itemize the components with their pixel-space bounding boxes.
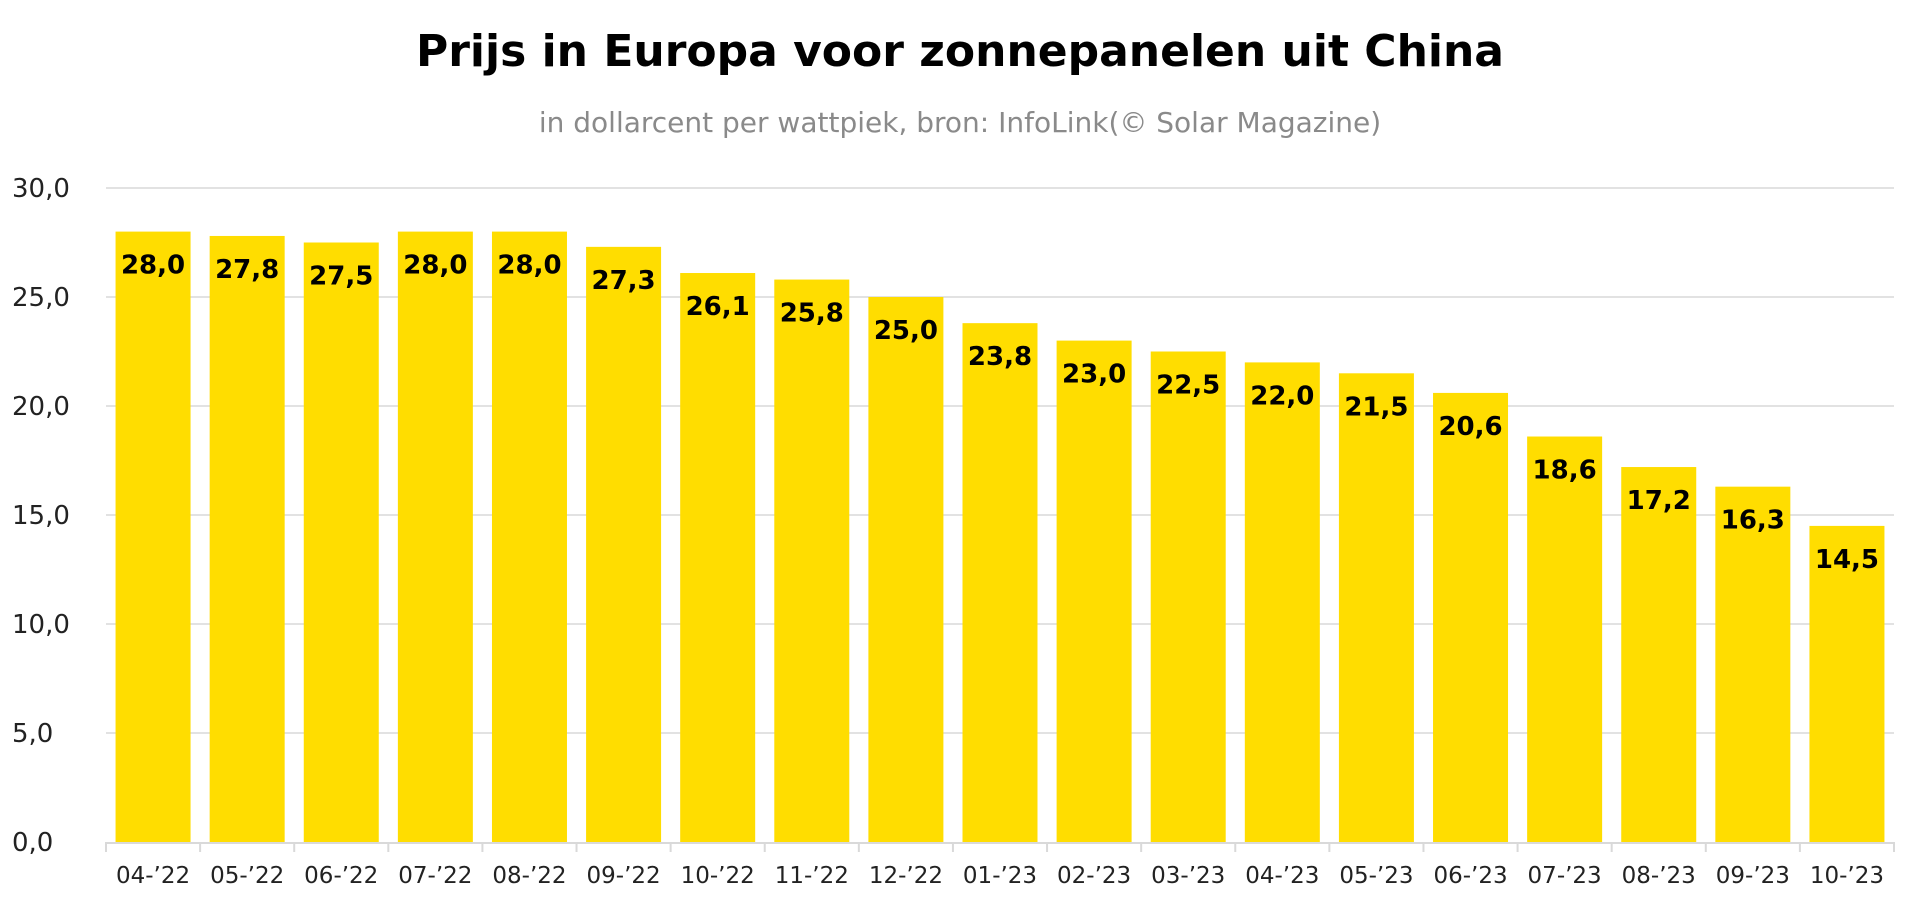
bar [1621, 467, 1697, 842]
x-tick-label: 05-’22 [210, 863, 284, 889]
data-label: 25,8 [780, 299, 844, 329]
bar [209, 235, 285, 842]
bar [1056, 340, 1132, 842]
x-tick-label: 07-’22 [398, 863, 472, 889]
y-tick-label: 15,0 [12, 501, 70, 531]
data-label: 17,2 [1627, 486, 1691, 516]
x-tick-label: 09-’22 [587, 863, 661, 889]
bar [1433, 392, 1509, 842]
data-label: 28,0 [403, 251, 467, 281]
bar [491, 231, 567, 843]
bar [774, 279, 850, 842]
y-tick-label: 30,0 [12, 174, 70, 204]
data-label: 16,3 [1721, 506, 1785, 536]
data-label: 21,5 [1344, 392, 1408, 422]
data-label: 27,5 [309, 262, 373, 292]
bar [1527, 436, 1603, 842]
x-tick-label: 10-’23 [1810, 863, 1884, 889]
data-label: 27,3 [592, 266, 656, 296]
x-tick-label: 12-’22 [869, 863, 943, 889]
chart-subtitle: in dollarcent per wattpiek, bron: InfoLi… [538, 106, 1382, 139]
bar [868, 297, 944, 842]
data-label: 27,8 [215, 255, 279, 285]
x-tick-label: 04-’22 [116, 863, 190, 889]
x-tick-label: 07-’23 [1528, 863, 1602, 889]
y-tick-label: 5,0 [12, 719, 53, 749]
data-label: 23,0 [1062, 360, 1126, 390]
y-tick-label: 25,0 [12, 283, 70, 313]
x-tick-label: 11-’22 [775, 863, 849, 889]
x-tick-label: 08-’23 [1622, 863, 1696, 889]
bar [1150, 351, 1226, 842]
bar [1338, 373, 1414, 842]
x-tick-label: 01-’23 [963, 863, 1037, 889]
data-label: 28,0 [497, 251, 561, 281]
bar [586, 246, 662, 843]
data-label: 20,6 [1438, 412, 1502, 442]
bar [115, 231, 191, 843]
data-label: 23,8 [968, 342, 1032, 372]
bar [303, 242, 379, 842]
bar [397, 231, 473, 843]
data-label: 22,5 [1156, 371, 1220, 401]
data-label: 22,0 [1250, 381, 1314, 411]
chart-title: Prijs in Europa voor zonnepanelen uit Ch… [415, 26, 1505, 77]
bar [1244, 362, 1320, 842]
y-tick-label: 0,0 [12, 828, 53, 858]
data-label: 28,0 [121, 251, 185, 281]
x-tick-label: 03-’23 [1151, 863, 1225, 889]
y-tick-label: 20,0 [12, 392, 70, 422]
x-tick-label: 06-’23 [1433, 863, 1507, 889]
x-tick-label: 02-’23 [1057, 863, 1131, 889]
bar [1809, 525, 1885, 842]
bar [962, 323, 1038, 842]
data-label: 18,6 [1533, 456, 1597, 486]
x-tick-label: 09-’23 [1716, 863, 1790, 889]
data-label: 14,5 [1815, 545, 1879, 575]
bar [1715, 486, 1791, 842]
x-tick-label: 05-’23 [1339, 863, 1413, 889]
x-tick-label: 04-’23 [1245, 863, 1319, 889]
y-tick-label: 10,0 [12, 610, 70, 640]
data-label: 25,0 [874, 316, 938, 346]
data-label: 26,1 [686, 292, 750, 322]
x-tick-label: 10-’22 [681, 863, 755, 889]
bar [680, 273, 756, 842]
x-tick-label: 08-’22 [492, 863, 566, 889]
x-tick-label: 06-’22 [304, 863, 378, 889]
